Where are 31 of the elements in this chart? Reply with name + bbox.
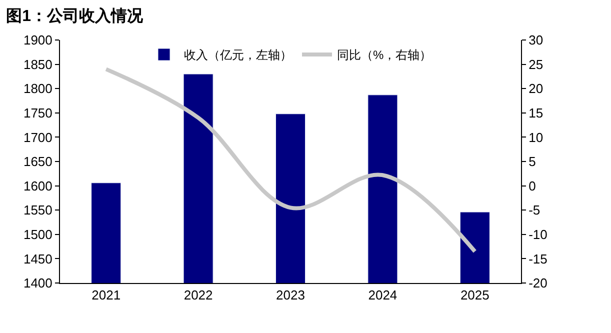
y-tick-label: 1650 [23,154,52,170]
y2-tick-label: 15 [528,105,544,120]
y2-tick-label: -5 [528,202,540,218]
y-tick-label: 1400 [23,276,52,291]
y-tick-label: 1700 [23,130,52,145]
y2-tick-label: 10 [528,130,544,145]
x-tick-label: 2023 [276,288,305,303]
legend-label: 收入（亿元，左轴） [184,48,292,62]
y-tick-label: 1850 [23,56,52,72]
y2-tick-label: 20 [528,81,544,96]
chart-title: 图1：公司收入情况 [6,7,144,26]
y-tick-label: 1900 [23,32,52,48]
line-series [104,67,477,254]
y2-tick-label: 25 [528,56,544,72]
y2-tick-label: -15 [528,251,548,266]
y-tick-label: 1750 [23,105,52,120]
y-tick-label: 1450 [23,251,52,266]
x-tick-label: 2021 [92,288,121,303]
y2-tick-label: -20 [528,276,548,291]
x-tick-label: 2022 [184,288,213,303]
y-tick-label: 1550 [23,202,52,218]
y2-tick-label: 5 [528,154,536,170]
y-tick-label: 1500 [23,226,52,242]
legend-label: 同比（%，右轴） [337,48,432,62]
y2-tick-label: 0 [528,178,536,194]
y2-tick-label: -10 [528,226,548,242]
x-tick-label: 2025 [460,288,490,303]
y2-tick-label: 30 [528,32,544,48]
x-tick-label: 2024 [368,288,398,303]
y-tick-label: 1600 [23,178,52,194]
y-tick-label: 1800 [23,81,52,96]
